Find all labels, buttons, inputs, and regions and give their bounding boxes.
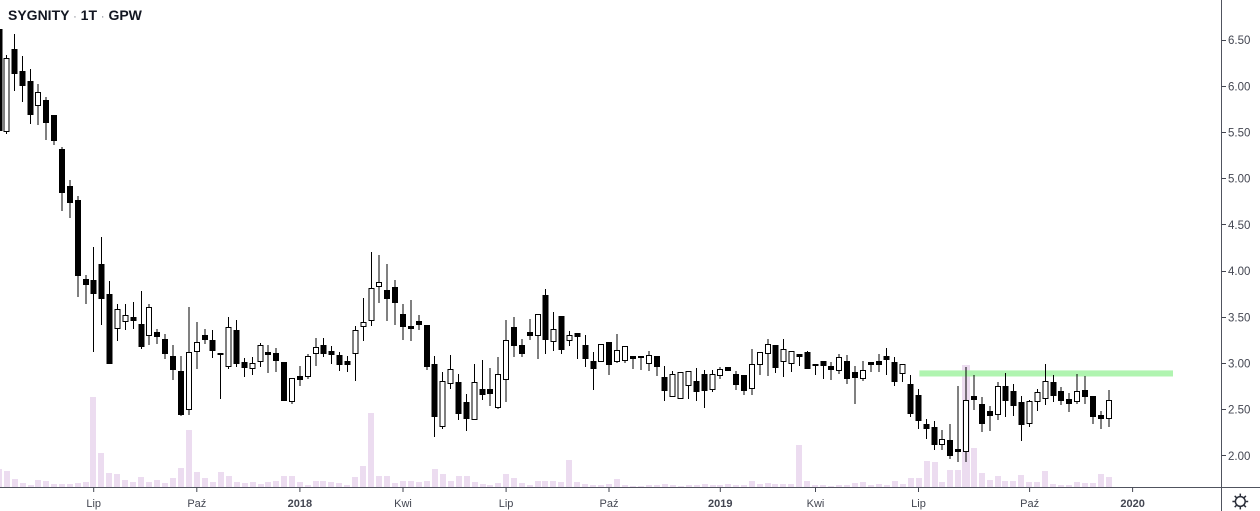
svg-text:Kwi: Kwi bbox=[394, 498, 412, 510]
svg-text:2.00: 2.00 bbox=[1228, 451, 1250, 463]
svg-text:SYGNITY · 1T · GPW: SYGNITY · 1T · GPW bbox=[8, 7, 143, 23]
svg-text:5.00: 5.00 bbox=[1228, 174, 1250, 186]
svg-text:Kwi: Kwi bbox=[807, 498, 825, 510]
svg-text:Paź: Paź bbox=[1020, 498, 1039, 510]
svg-text:6.50: 6.50 bbox=[1228, 35, 1250, 47]
svg-text:3.00: 3.00 bbox=[1228, 359, 1250, 371]
svg-text:Lip: Lip bbox=[86, 498, 101, 510]
svg-text:Paź: Paź bbox=[600, 498, 619, 510]
svg-text:Lip: Lip bbox=[911, 498, 926, 510]
svg-text:2.50: 2.50 bbox=[1228, 405, 1250, 417]
svg-text:5.50: 5.50 bbox=[1228, 128, 1250, 140]
svg-text:2020: 2020 bbox=[1120, 498, 1144, 510]
svg-text:6.00: 6.00 bbox=[1228, 81, 1250, 93]
svg-text:4.50: 4.50 bbox=[1228, 220, 1250, 232]
svg-text:Paź: Paź bbox=[187, 498, 206, 510]
svg-text:4.00: 4.00 bbox=[1228, 266, 1250, 278]
svg-text:2018: 2018 bbox=[288, 498, 312, 510]
svg-text:3.50: 3.50 bbox=[1228, 312, 1250, 324]
svg-text:Lip: Lip bbox=[499, 498, 514, 510]
svg-text:2019: 2019 bbox=[708, 498, 732, 510]
